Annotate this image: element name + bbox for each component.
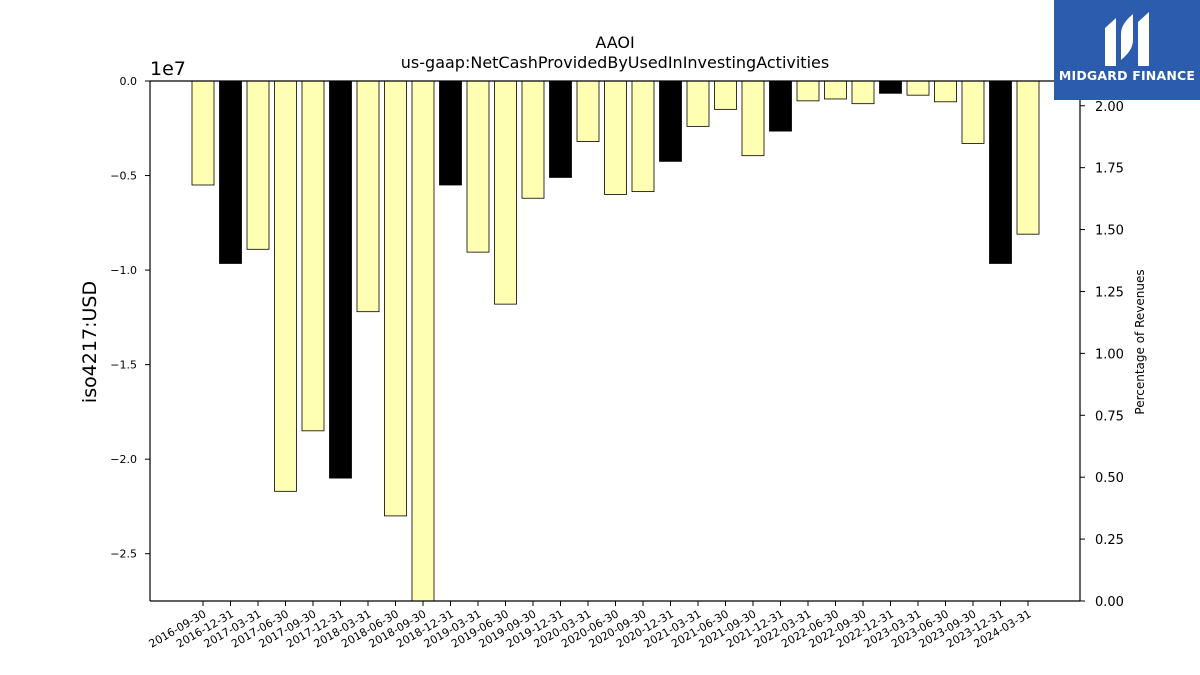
bar [934, 80, 957, 103]
y2-tick-label: 0.00 [1095, 595, 1124, 610]
bar [989, 80, 1012, 264]
brand-name: MIDGARD FINANCE [1058, 68, 1196, 83]
y-tick-label: −0.5 [110, 170, 137, 183]
bar [604, 80, 627, 195]
bar [466, 80, 490, 253]
bar [411, 80, 435, 602]
bar [549, 80, 572, 178]
midgard-logo-icon [1105, 12, 1149, 66]
bar [274, 80, 297, 492]
brand-logo[interactable]: MIDGARD FINANCE [1054, 0, 1200, 100]
y-axis-label: iso4217:USD [79, 281, 101, 403]
y-tick-label: −1.0 [110, 264, 137, 277]
bar [356, 80, 380, 313]
bar [741, 80, 765, 157]
bar [851, 80, 875, 105]
y2-tick-label: 0.50 [1095, 471, 1124, 486]
y2-tick-label: 0.75 [1095, 409, 1124, 424]
chart-subtitle: us-gaap:NetCashProvidedByUsedInInvesting… [401, 53, 829, 72]
y-tick-label: −1.5 [110, 359, 137, 372]
bar [439, 80, 462, 186]
bar [961, 80, 985, 144]
chart-title: AAOI [595, 33, 634, 52]
bar [769, 80, 792, 132]
y2-axis-label: Percentage of Revenues [1133, 269, 1147, 414]
y2-tick-label: 1.50 [1095, 224, 1124, 239]
bar [659, 80, 682, 162]
bar [219, 80, 242, 264]
bar [1016, 80, 1040, 235]
bar [906, 80, 930, 96]
y2-tick-label: 1.25 [1095, 285, 1124, 300]
bar [879, 80, 902, 94]
bar [494, 80, 517, 305]
bar [246, 80, 270, 250]
bar [576, 80, 600, 142]
y-axis-multiplier: 1e7 [150, 58, 186, 80]
bar [686, 80, 710, 127]
bar [329, 80, 352, 479]
y2-tick-label: 1.00 [1095, 347, 1124, 362]
bar [796, 80, 820, 102]
y2-tick-label: 0.25 [1095, 533, 1124, 548]
bar [521, 80, 545, 199]
bar [191, 80, 215, 186]
y-tick-label: 0.0 [120, 75, 138, 88]
bar [714, 80, 737, 110]
y-tick-label: −2.5 [110, 548, 137, 561]
bar [824, 80, 847, 100]
y-tick-label: −2.0 [110, 453, 137, 466]
bar [301, 80, 325, 432]
bar [384, 80, 407, 517]
y2-tick-label: 1.75 [1095, 162, 1124, 177]
bar [631, 80, 655, 193]
y2-tick-label: 2.00 [1095, 100, 1124, 115]
